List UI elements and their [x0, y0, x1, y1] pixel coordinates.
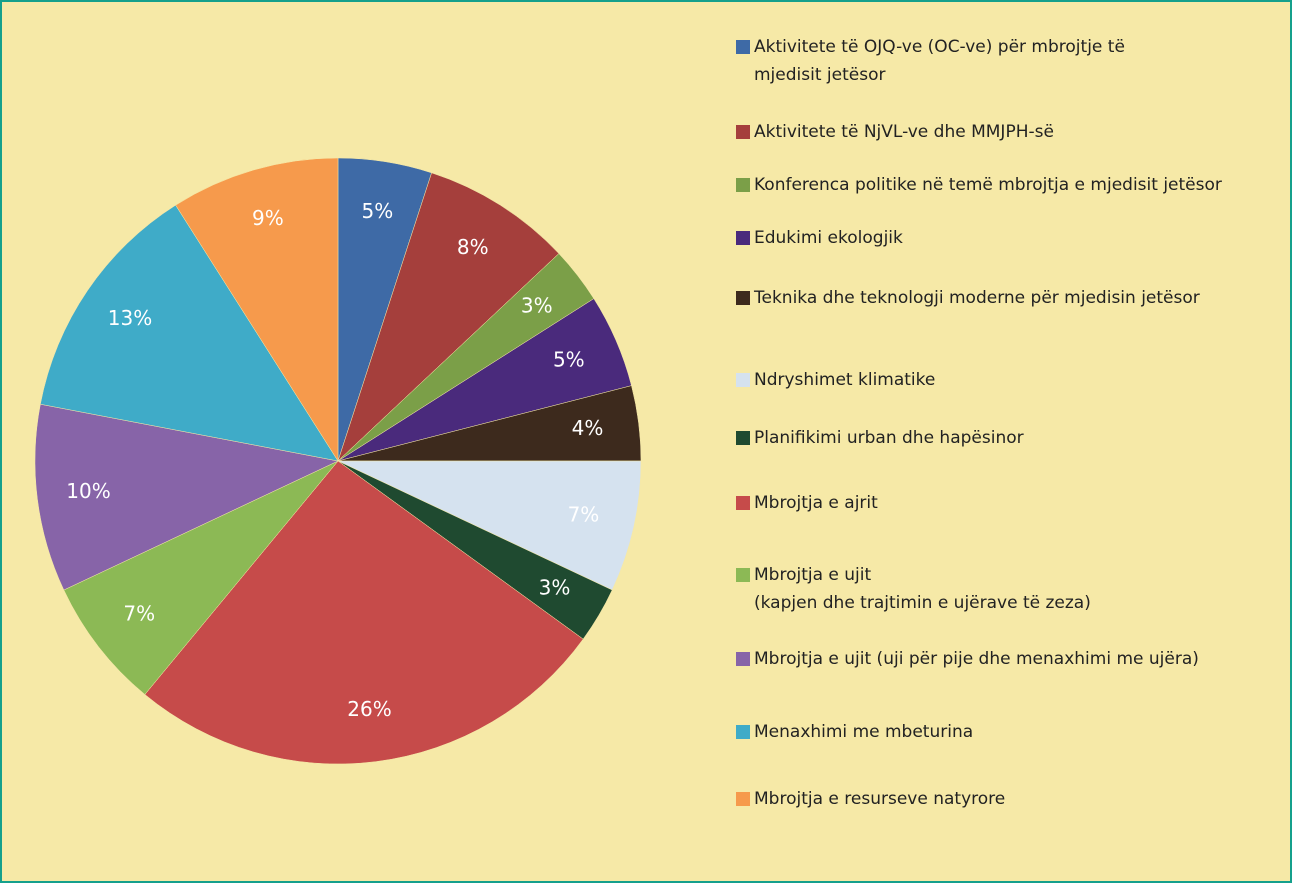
- legend-item: Menaxhimi me mbeturina: [736, 718, 973, 746]
- slice-label: 13%: [108, 306, 152, 330]
- legend-swatch: [736, 792, 750, 806]
- legend-swatch: [736, 178, 750, 192]
- legend-label: Aktivitete të NjVL-ve dhe MMJPH-së: [754, 122, 1054, 142]
- legend-label: Mbrojtja e ujit (kapjen dhe trajtimin e …: [754, 565, 1091, 613]
- legend-swatch: [736, 231, 750, 245]
- legend-item: Mbrojtja e resurseve natyrore: [736, 785, 1005, 813]
- legend-label: Menaxhimi me mbeturina: [754, 722, 974, 742]
- pie-slice: [337, 172, 560, 462]
- legend-label: Edukimi ekologjik: [754, 228, 903, 248]
- pie-slice: [63, 460, 339, 695]
- slice-label: 5%: [361, 199, 393, 223]
- slice-label: 9%: [252, 206, 284, 230]
- legend-swatch: [736, 291, 750, 305]
- legend-label: Planifikimi urban dhe hapësinor: [754, 428, 1024, 448]
- slice-label: 3%: [539, 576, 571, 600]
- legend-swatch: [736, 568, 750, 582]
- legend-label: Teknika dhe teknologji moderne për mjedi…: [754, 288, 1200, 308]
- slice-label: 3%: [521, 293, 553, 317]
- legend-item: Aktivitete të NjVL-ve dhe MMJPH-së: [736, 118, 1054, 146]
- legend-item: Mbrojtja e ujit (kapjen dhe trajtimin e …: [736, 561, 1091, 617]
- slice-label: 10%: [66, 479, 110, 503]
- legend-swatch: [736, 496, 750, 510]
- legend-item: Mbrojtja e ujit (uji për pije dhe menaxh…: [736, 645, 1199, 673]
- slice-label: 26%: [347, 697, 391, 721]
- pie-slice: [175, 157, 339, 462]
- slice-label: 7%: [123, 602, 155, 626]
- pie-slice: [34, 403, 339, 591]
- legend-item: Konferenca politike në temë mbrojtja e m…: [736, 171, 1222, 199]
- legend-label: Mbrojtja e resurseve natyrore: [754, 789, 1006, 809]
- slice-label: 7%: [568, 502, 600, 526]
- pie-slice: [337, 460, 642, 591]
- legend-label: Ndryshimet klimatike: [754, 370, 936, 390]
- legend-swatch: [736, 125, 750, 139]
- legend-item: Aktivitete të OJQ-ve (OC-ve) për mbrojtj…: [736, 33, 1125, 89]
- legend-label: Konferenca politike në temë mbrojtja e m…: [754, 175, 1222, 195]
- slice-label: 5%: [553, 348, 585, 372]
- legend-swatch: [736, 373, 750, 387]
- legend-swatch: [736, 431, 750, 445]
- slice-label: 8%: [457, 235, 489, 259]
- legend-item: Teknika dhe teknologji moderne për mjedi…: [736, 284, 1200, 312]
- legend-label: Aktivitete të OJQ-ve (OC-ve) për mbrojtj…: [754, 37, 1125, 85]
- legend-label: Mbrojtja e ujit (uji për pije dhe menaxh…: [754, 649, 1199, 669]
- legend-item: Ndryshimet klimatike: [736, 366, 935, 394]
- slice-label: 4%: [572, 416, 604, 440]
- pie-slice: [144, 460, 584, 765]
- legend-swatch: [736, 40, 750, 54]
- legend-item: Planifikimi urban dhe hapësinor: [736, 424, 1024, 452]
- legend-item: Mbrojtja e ajrit: [736, 489, 878, 517]
- pie-slice: [40, 204, 339, 462]
- legend-swatch: [736, 725, 750, 739]
- legend-swatch: [736, 652, 750, 666]
- legend-item: Edukimi ekologjik: [736, 224, 903, 252]
- legend-label: Mbrojtja e ajrit: [754, 493, 878, 513]
